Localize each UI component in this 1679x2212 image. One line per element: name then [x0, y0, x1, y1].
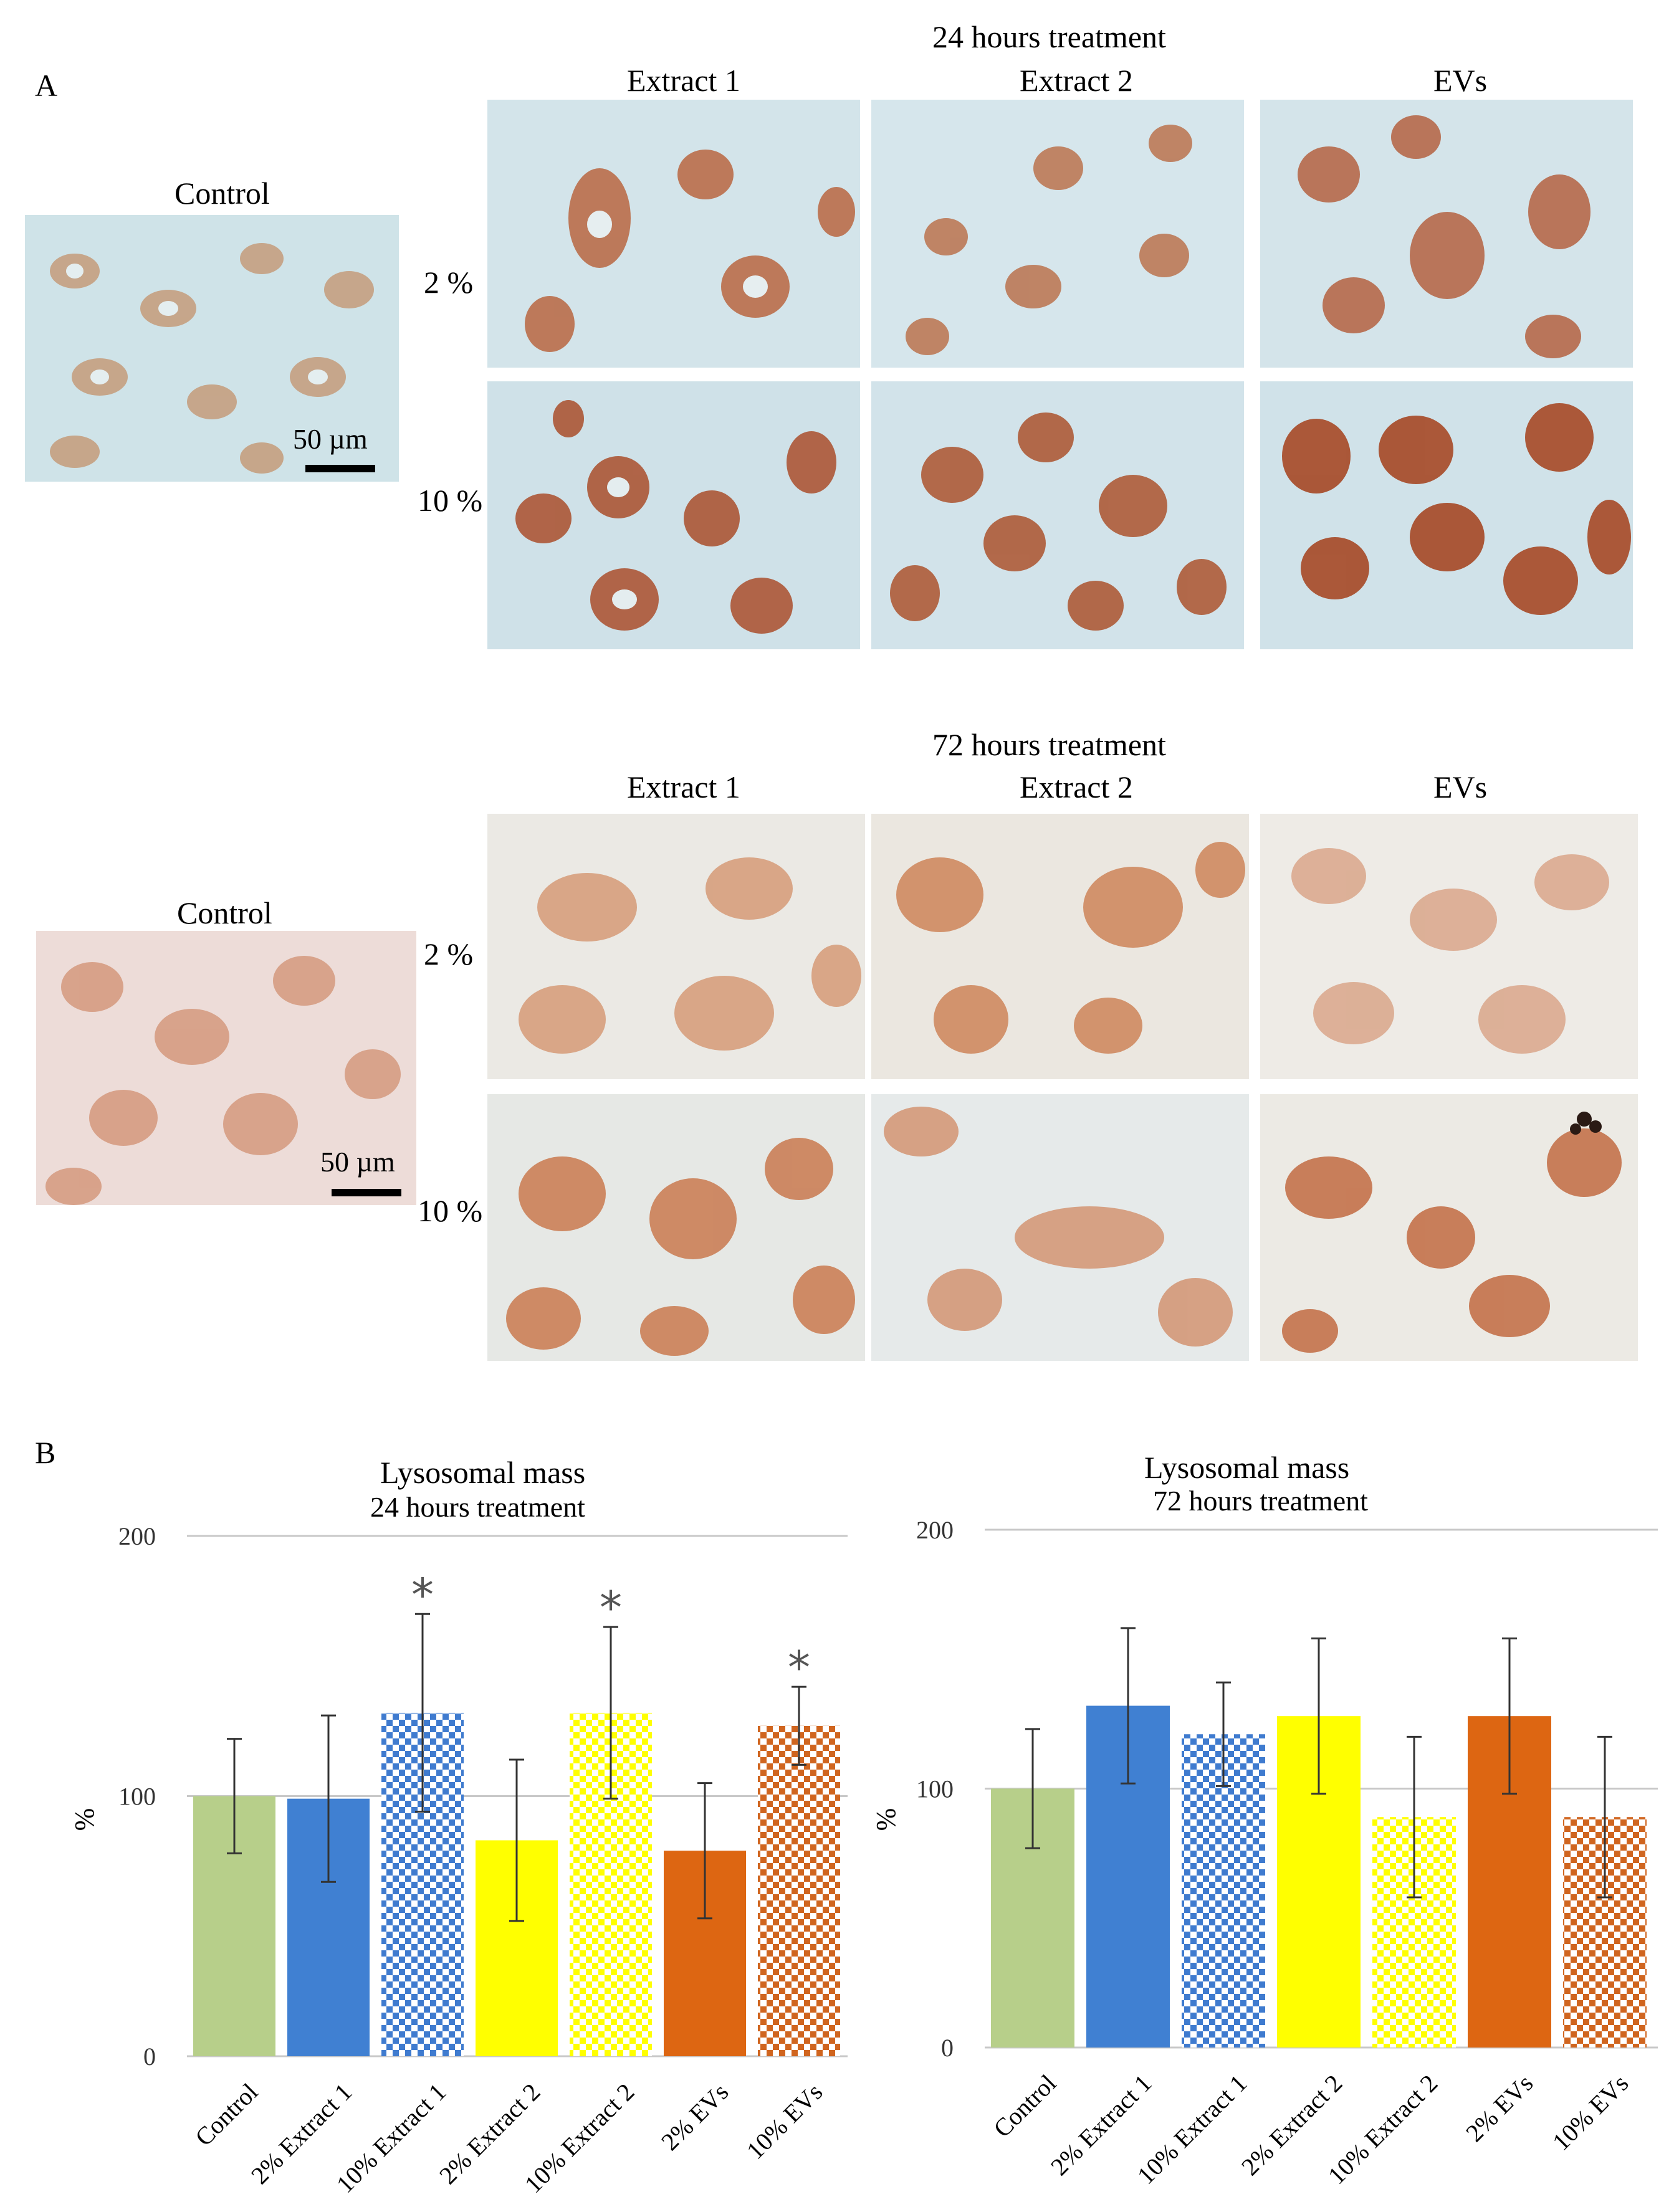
error-bar: [1407, 1735, 1422, 1899]
row-label-10pct-24h: 10 %: [418, 483, 483, 518]
x-tick-label: Control: [189, 2078, 263, 2152]
col-label-evs-72h: EVs: [1433, 770, 1488, 804]
micrograph-evs-10pct-72h: [1260, 1094, 1638, 1361]
chart-72h-subtitle: 72 hours treatment: [1153, 1485, 1368, 1517]
col-label-extract1-24h: Extract 1: [627, 63, 740, 98]
micrograph-extract2-2pct-72h: [871, 814, 1249, 1079]
y-tick-label: 0: [143, 2043, 156, 2071]
row-label-10pct-72h: 10 %: [418, 1193, 483, 1228]
micrograph-extract2-10pct-72h: [871, 1094, 1249, 1361]
micrograph-extract1-10pct-24h: [487, 381, 860, 649]
row-label-2pct-24h: 2 %: [424, 265, 474, 300]
y-axis-label: %: [69, 1808, 100, 1831]
significance-marker: *: [788, 1641, 810, 1694]
micrograph-evs-2pct-24h: [1260, 100, 1633, 368]
x-tick-label: Control: [988, 2069, 1061, 2143]
scale-bar-label-72h: 50 µm: [320, 1146, 395, 1178]
y-tick-label: 100: [118, 1783, 156, 1811]
error-bar: [1597, 1735, 1612, 1899]
error-bar: [227, 1738, 242, 1854]
micrograph-control-72h: [36, 931, 416, 1205]
col-label-extract2-24h: Extract 2: [1020, 63, 1133, 98]
x-tick-label: 10% EVs: [1547, 2069, 1634, 2156]
scale-bar-72h: [332, 1189, 401, 1196]
chart-72h: Lysosomal mass 72 hours treatment 0 100 20…: [860, 1433, 1679, 2212]
y-tick-label: 0: [941, 2034, 954, 2062]
error-bar: [509, 1758, 524, 1922]
error-bar: [603, 1626, 618, 1800]
micrograph-control-24h: [25, 215, 399, 482]
error-bar: [415, 1613, 430, 1813]
micrograph-evs-10pct-24h: [1260, 381, 1633, 649]
x-tick-label: 2% EVs: [1460, 2069, 1538, 2147]
bar-10-evs: [758, 1725, 840, 2056]
micrograph-extract1-10pct-72h: [487, 1094, 865, 1361]
error-bar: [1216, 1681, 1231, 1787]
error-bar: [697, 1782, 712, 1920]
micrograph-extract1-2pct-24h: [487, 100, 860, 368]
control-label-72h: Control: [177, 895, 272, 930]
micrograph-evs-2pct-72h: [1260, 814, 1638, 1079]
x-tick-label: 10% EVs: [741, 2078, 828, 2165]
y-tick-label: 100: [916, 1775, 954, 1803]
chart-24h: Lysosomal mass 24 hours treatment 0 100 20…: [0, 1433, 860, 2212]
control-label-24h: Control: [175, 176, 270, 211]
error-bar: [792, 1685, 806, 1766]
chart-72h-title: Lysosomal mass: [1144, 1450, 1350, 1485]
panel-a-letter: A: [35, 68, 58, 103]
y-axis-label: %: [871, 1808, 901, 1831]
error-bar: [1311, 1638, 1326, 1795]
y-tick-label: 200: [916, 1516, 954, 1544]
micrograph-extract2-2pct-24h: [871, 100, 1244, 368]
micrograph-extract2-10pct-24h: [871, 381, 1244, 649]
col-label-evs-24h: EVs: [1433, 63, 1488, 98]
x-tick-label: 2% EVs: [656, 2078, 734, 2156]
significance-marker: *: [411, 1568, 434, 1621]
scale-bar-24h: [305, 465, 375, 472]
panel-b-letter: B: [35, 1435, 56, 1470]
title-24h: 24 hours treatment: [932, 19, 1166, 54]
scale-bar-label-24h: 50 µm: [293, 423, 368, 455]
col-label-extract1-72h: Extract 1: [627, 770, 740, 804]
row-label-2pct-72h: 2 %: [424, 937, 474, 971]
y-tick-label: 200: [118, 1522, 156, 1550]
error-bar: [1121, 1627, 1136, 1785]
chart-24h-subtitle: 24 hours treatment: [370, 1491, 585, 1523]
micrograph-extract1-2pct-72h: [487, 814, 865, 1079]
error-bar: [321, 1714, 336, 1883]
error-bar: [1502, 1638, 1517, 1795]
chart-24h-title: Lysosomal mass: [380, 1455, 586, 1490]
significance-marker: *: [600, 1581, 622, 1634]
error-bar: [1025, 1728, 1040, 1849]
col-label-extract2-72h: Extract 2: [1020, 770, 1133, 804]
title-72h: 72 hours treatment: [932, 727, 1166, 762]
